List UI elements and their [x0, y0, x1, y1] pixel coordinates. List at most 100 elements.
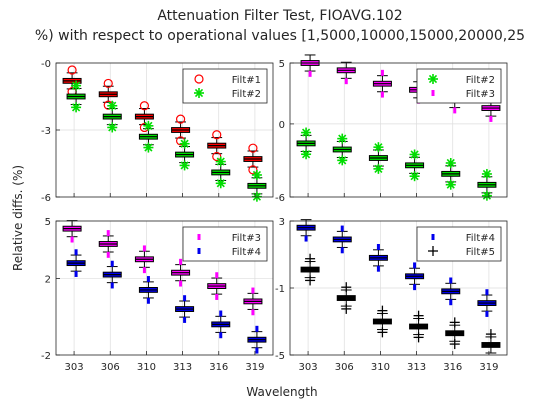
- outlier-marker: [219, 332, 223, 339]
- x-tick-label: 313: [407, 362, 426, 373]
- series-Filt#5: [300, 253, 501, 354]
- y-tick-label: 0: [279, 120, 285, 131]
- outlier-marker: [449, 339, 460, 350]
- outlier-marker: [413, 310, 424, 321]
- outlier-marker-stroke: [144, 121, 153, 130]
- box-Filt#5-306: [336, 282, 356, 314]
- outlier-marker: [255, 347, 259, 354]
- box-Filt#4-303: [66, 249, 86, 277]
- x-tick-label: 310: [371, 362, 390, 373]
- outlier-marker: [110, 260, 114, 267]
- legend-marker-stroke: [428, 74, 438, 84]
- y-tick-label: -6: [275, 193, 285, 204]
- outlier-marker: [341, 303, 352, 314]
- outlier-marker: [183, 316, 187, 323]
- outlier-marker: [251, 309, 255, 316]
- box-Filt#4-316: [441, 277, 461, 306]
- outlier-marker-stroke: [180, 139, 189, 148]
- outlier-marker: [337, 133, 348, 144]
- outlier-marker-stroke: [71, 103, 81, 112]
- legend-marker-stroke: [194, 88, 204, 98]
- legend-marker: [197, 234, 201, 240]
- outlier-marker: [485, 329, 496, 340]
- outlier-marker-stroke: [71, 81, 81, 90]
- y-tick-label: 5: [45, 217, 51, 228]
- panels: -0 -3 -6 Filt#1 Filt#2 5 0 -6 Filt#2 Filt#3 5 2 -2 30…: [41, 54, 508, 373]
- y-axis-label: Relative diffs. (%): [11, 165, 25, 271]
- outlier-marker: [308, 70, 312, 77]
- outlier-marker: [445, 179, 456, 190]
- outlier-marker: [146, 297, 150, 304]
- outlier-marker: [74, 249, 78, 256]
- outlier-marker-stroke: [374, 164, 383, 173]
- legend-box: [182, 68, 268, 104]
- outlier-marker: [70, 236, 74, 243]
- x-tick-label: 303: [65, 362, 84, 373]
- box-Filt#3-306: [336, 61, 356, 85]
- x-axis-label: Wavelength: [246, 385, 317, 399]
- box-Filt#2-316: [441, 158, 461, 190]
- legend-box: [182, 226, 268, 262]
- outlier-marker: [248, 165, 258, 175]
- outlier-marker: [143, 120, 154, 131]
- outlier-marker-stroke: [410, 150, 419, 159]
- box-Filt#4-313: [405, 262, 425, 291]
- outlier-marker: [74, 270, 78, 277]
- outlier-marker: [142, 267, 146, 274]
- y-tick-label: 5: [279, 59, 285, 70]
- box-Filt#2-313: [175, 138, 195, 171]
- box-Filt#4-303: [296, 219, 316, 242]
- outlier-marker: [377, 305, 388, 316]
- x-tick-label: 310: [137, 362, 156, 373]
- box-Filt#3-316: [207, 272, 227, 300]
- legend-label: Filt#1: [232, 75, 261, 86]
- legend-label: Filt#2: [466, 75, 495, 86]
- legend: Filt#3 Filt#4: [182, 226, 268, 262]
- legend-marker: [428, 246, 438, 256]
- box-Filt#2-310: [138, 120, 158, 153]
- legend-label: Filt#3: [466, 89, 495, 100]
- box-Filt#4-319: [477, 289, 497, 317]
- outlier-marker: [373, 163, 384, 174]
- outlier-marker-stroke: [301, 128, 311, 137]
- outlier-marker-stroke: [338, 134, 347, 143]
- outlier-marker: [304, 235, 308, 242]
- outlier-marker: [301, 149, 312, 160]
- box-Filt#1-310: [134, 101, 154, 133]
- legend-marker: [431, 90, 435, 96]
- outlier-marker: [340, 225, 344, 232]
- outlier-marker: [107, 100, 118, 111]
- outlier-marker-stroke: [252, 170, 262, 180]
- legend-marker: [194, 74, 204, 84]
- outlier-marker-stroke: [108, 101, 117, 110]
- outlier-marker: [103, 78, 113, 89]
- outlier-marker: [337, 155, 348, 166]
- box-Filt#4-306: [332, 225, 352, 254]
- outlier-marker: [183, 295, 187, 302]
- outlier-marker: [373, 142, 384, 153]
- outlier-marker: [179, 160, 190, 171]
- legend-marker: [431, 234, 435, 240]
- box-Filt#3-310: [372, 69, 392, 98]
- outlier-marker-stroke: [446, 158, 455, 168]
- outlier-marker: [380, 69, 384, 76]
- outlier-marker: [413, 332, 424, 343]
- outlier-marker: [305, 253, 316, 264]
- panel-bottom-left: 5 2 -2 303 306 310 313 316 319 Filt#3 Filt#4: [41, 217, 274, 373]
- x-tick-label: 306: [335, 362, 354, 373]
- outlier-marker: [179, 258, 183, 265]
- outlier-marker: [485, 289, 489, 296]
- series-Filt#1: [62, 65, 263, 175]
- box-Filt#5-319: [481, 329, 501, 354]
- box-Filt#2-316: [211, 156, 231, 189]
- outlier-marker: [445, 158, 456, 169]
- legend-marker: [197, 248, 201, 254]
- box-Filt#1-316: [207, 130, 227, 162]
- legend-label: Filt#4: [232, 247, 261, 258]
- x-tick-label: 313: [173, 362, 192, 373]
- box-Filt#4-310: [138, 276, 158, 304]
- box-Filt#2-310: [368, 142, 388, 174]
- outlier-marker: [449, 317, 460, 328]
- box-Filt#4-316: [211, 310, 231, 339]
